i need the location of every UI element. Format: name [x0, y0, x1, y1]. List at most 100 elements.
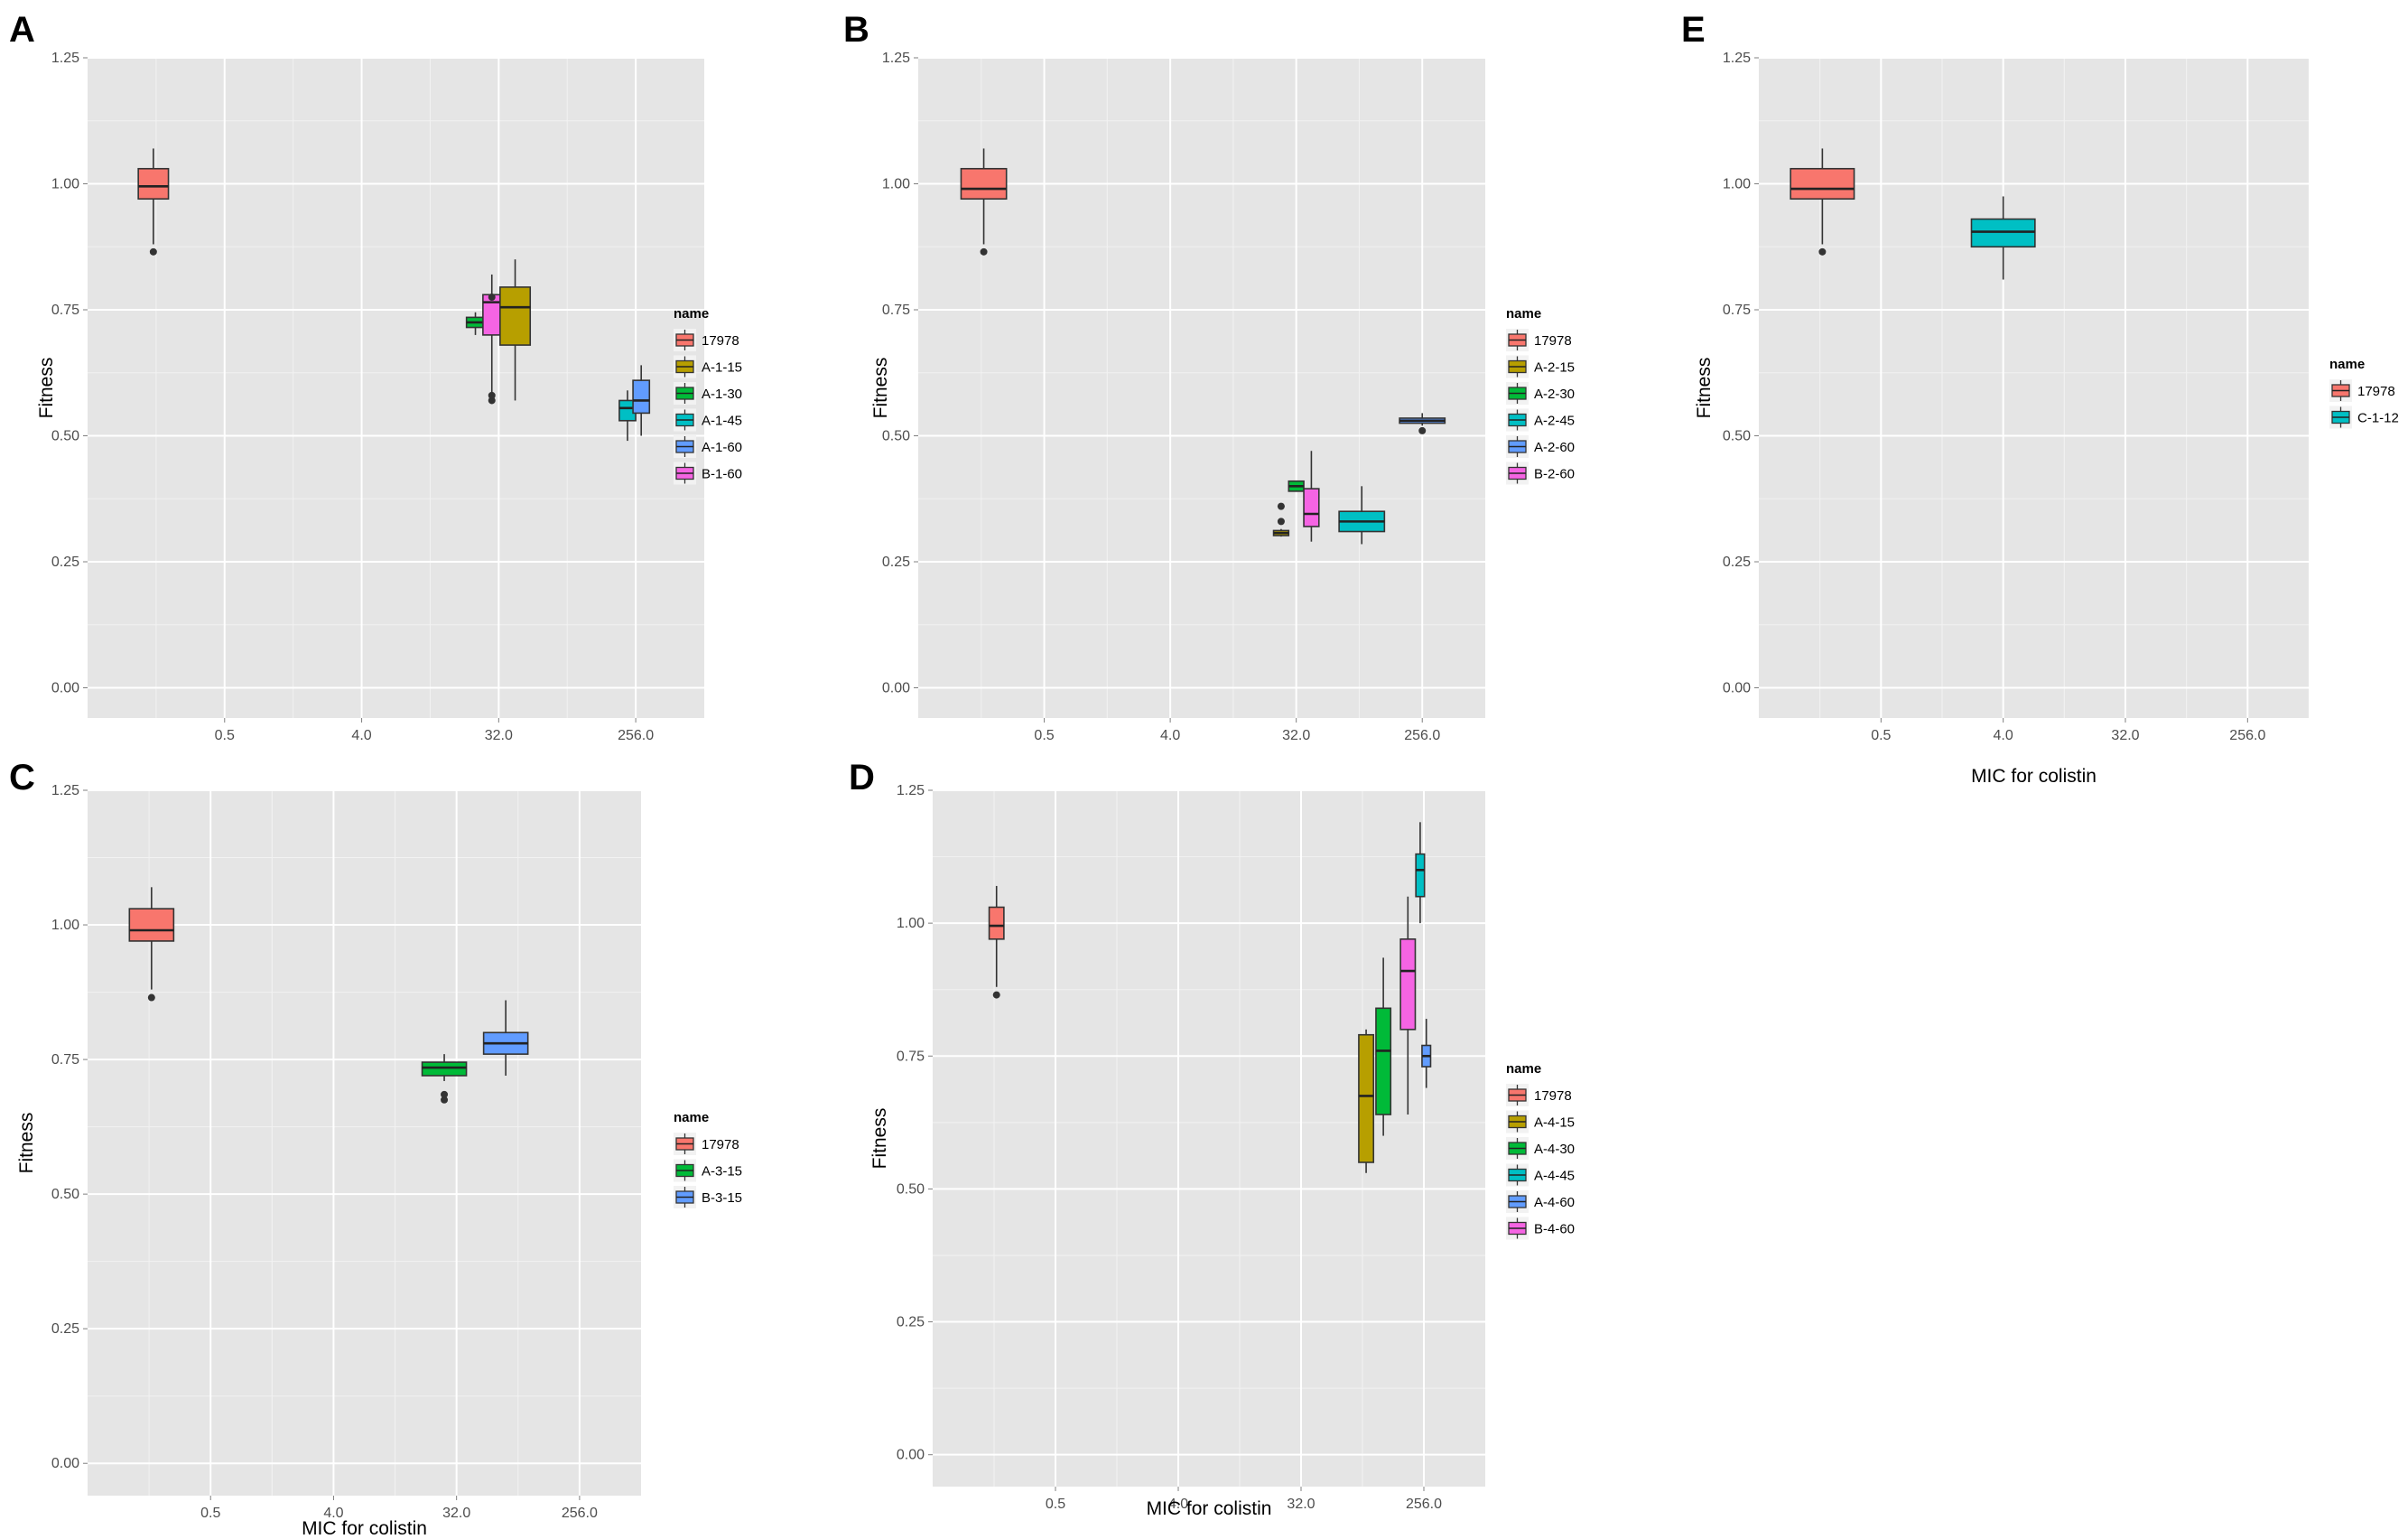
y-tick-label: 1.00 — [51, 177, 79, 192]
legend-item: A-1-60 — [674, 435, 742, 458]
legend-item: A-2-30 — [1506, 382, 1575, 405]
box-b-4-60 — [1399, 896, 1417, 1115]
x-tick-label: 0.5 — [1034, 728, 1054, 743]
y-tick-label: 0.00 — [51, 1456, 79, 1471]
panel-letter: A — [9, 10, 35, 50]
box-a-1-60 — [632, 365, 651, 436]
legend: name 17978 C-1-12 — [2329, 357, 2399, 429]
legend-title: name — [1506, 306, 1541, 322]
legend-item: A-4-30 — [1506, 1137, 1575, 1160]
box-a-4-60 — [1421, 1019, 1432, 1088]
legend: name 17978 A-1-15 A-1-30 A-1-45 A-1-60 B-1-60 — [674, 306, 742, 485]
legend-label: 17978 — [1534, 333, 1572, 349]
y-tick-label: 1.25 — [882, 51, 910, 66]
y-tick-label: 0.50 — [882, 429, 910, 444]
panel-letter: B — [843, 10, 869, 50]
box-outlier — [1277, 518, 1285, 526]
box-body — [1790, 167, 1855, 201]
legend-label: A-1-60 — [702, 440, 742, 455]
y-tick-label: 0.75 — [51, 1052, 79, 1068]
y-axis-title: Fitness — [1694, 358, 1715, 419]
y-tick-label: 1.00 — [51, 918, 79, 933]
legend-title: name — [674, 306, 709, 322]
box-a-4-45 — [1415, 822, 1426, 924]
x-tick-label: 0.5 — [200, 1506, 220, 1521]
box-17978 — [1790, 148, 1855, 256]
y-tick-label: 0.50 — [897, 1181, 925, 1197]
legend-label: A-4-60 — [1534, 1195, 1575, 1210]
panel-b: B 0.5 4.0 32.0 256.0 0.00 0.25 0.50 0.75 1.00 1.25… — [843, 10, 1575, 743]
box-a-2-45 — [1338, 486, 1386, 545]
legend-label: A-2-60 — [1534, 440, 1575, 455]
x-tick-label: 4.0 — [1994, 728, 2013, 743]
box-outlier — [488, 391, 496, 399]
legend-label: 17978 — [1534, 1088, 1572, 1104]
box-a-1-15 — [499, 259, 532, 401]
box-body — [128, 908, 175, 942]
box-outlier — [147, 993, 155, 1002]
legend-title: name — [2329, 357, 2365, 372]
box-outlier — [980, 247, 988, 256]
legend-item: B-3-15 — [674, 1186, 742, 1208]
box-outlier — [441, 1096, 449, 1104]
legend-label: A-2-45 — [1534, 414, 1575, 429]
y-tick-label: 0.25 — [51, 1321, 79, 1337]
legend: name 17978 A-2-15 A-2-30 A-2-45 A-2-60 B-2-60 — [1506, 306, 1575, 485]
y-tick-label: 0.50 — [51, 1187, 79, 1202]
panel-d: D 0.5 4.0 32.0 256.0 0.00 0.25 0.50 0.75 1.00 1.25… — [849, 758, 1575, 1519]
legend-label: B-1-60 — [702, 467, 742, 482]
box-body — [988, 906, 1005, 940]
box-body — [1415, 853, 1426, 898]
x-tick-label: 4.0 — [323, 1506, 343, 1521]
y-axis-title: Fitness — [36, 358, 57, 419]
plot-background — [933, 790, 1485, 1487]
y-tick-label: 0.25 — [1723, 555, 1751, 570]
box-body — [1303, 488, 1320, 527]
box-b-3-15 — [482, 1000, 529, 1076]
legend-label: A-3-15 — [702, 1164, 742, 1180]
legend-label: A-4-30 — [1534, 1142, 1575, 1157]
box-a-4-15 — [1358, 1029, 1375, 1173]
y-tick-label: 1.25 — [1723, 51, 1751, 66]
legend-item: B-4-60 — [1506, 1217, 1575, 1240]
legend-item: 17978 — [1506, 329, 1572, 351]
box-17978 — [988, 885, 1005, 999]
legend-label: A-4-45 — [1534, 1169, 1575, 1184]
box-body — [960, 167, 1008, 201]
y-tick-label: 0.25 — [897, 1315, 925, 1330]
y-axis-title: Fitness — [16, 1113, 37, 1174]
legend-item: A-1-30 — [674, 382, 742, 405]
y-axis-title: Fitness — [869, 1108, 890, 1170]
legend-title: name — [1506, 1061, 1541, 1077]
legend-label: A-1-45 — [702, 414, 742, 429]
panel-e: E 0.5 4.0 32.0 256.0 0.00 0.25 0.50 0.75 1.00 1.25… — [1681, 10, 2399, 787]
x-tick-label: 4.0 — [1168, 1497, 1188, 1512]
x-axis-title: MIC for colistin — [302, 1518, 427, 1539]
legend-label: A-4-15 — [1534, 1115, 1575, 1131]
x-tick-label: 4.0 — [1160, 728, 1180, 743]
box-outlier — [992, 991, 1000, 999]
box-outlier — [149, 247, 157, 256]
plot-background — [1759, 58, 2309, 718]
box-a-1-45 — [618, 390, 637, 442]
panel-c: C 0.5 4.0 32.0 256.0 0.00 0.25 0.50 0.75 1.00 1.25… — [9, 758, 742, 1539]
box-17978 — [960, 148, 1008, 256]
legend-item: A-4-45 — [1506, 1163, 1575, 1187]
y-tick-label: 1.00 — [882, 177, 910, 192]
y-tick-label: 0.25 — [882, 555, 910, 570]
legend-label: 17978 — [2357, 384, 2395, 399]
y-tick-label: 0.00 — [897, 1448, 925, 1463]
panel-letter: E — [1681, 10, 1706, 50]
y-tick-label: 0.75 — [51, 303, 79, 318]
panel-a: A 0.5 4.0 32.0 256.0 0.00 0.25 0.50 0.75 1.00 1.25… — [9, 10, 742, 743]
box-b-2-60 — [1303, 451, 1320, 542]
box-outlier — [488, 396, 496, 405]
x-tick-label: 256.0 — [2229, 728, 2265, 743]
y-tick-label: 0.75 — [1723, 303, 1751, 318]
x-tick-label: 256.0 — [1404, 728, 1440, 743]
x-tick-label: 32.0 — [442, 1506, 470, 1521]
y-tick-label: 0.75 — [882, 303, 910, 318]
box-body — [137, 167, 170, 201]
x-tick-label: 32.0 — [2111, 728, 2139, 743]
legend-label: A-2-30 — [1534, 387, 1575, 402]
